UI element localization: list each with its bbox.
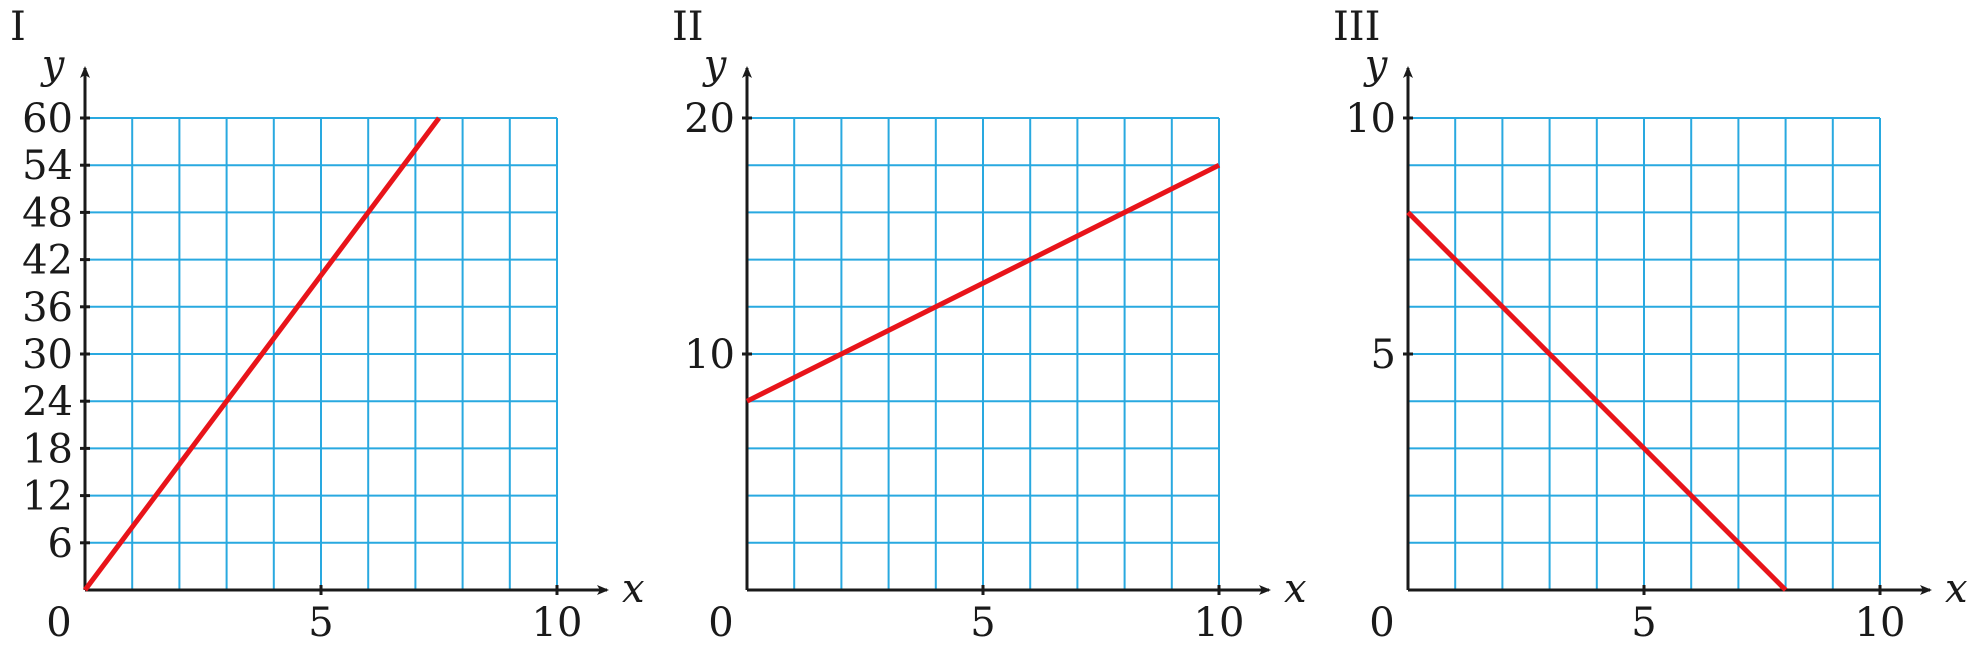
x-axis-title: x xyxy=(622,566,645,612)
x-tick-label: 5 xyxy=(1631,600,1656,646)
y-tick-label: 24 xyxy=(22,379,73,425)
series-line xyxy=(745,162,1221,404)
y-tick-label: 42 xyxy=(22,238,73,284)
x-tick-label: 10 xyxy=(532,600,583,646)
panel-label: II xyxy=(672,4,704,50)
grid xyxy=(1408,117,1881,590)
x-tick-label: 10 xyxy=(1855,600,1906,646)
y-axis-title: y xyxy=(40,42,66,88)
y-tick-label: 48 xyxy=(22,190,73,236)
y-tick-label: 54 xyxy=(22,143,73,189)
y-tick-label: 10 xyxy=(1345,96,1396,142)
y-tick-label: 18 xyxy=(22,426,73,472)
y-tick-label: 60 xyxy=(22,96,73,142)
y-axis-title: y xyxy=(1363,42,1389,88)
y-tick-label: 10 xyxy=(684,332,735,378)
origin-label: 0 xyxy=(1369,600,1394,646)
panel-label: III xyxy=(1333,4,1380,50)
series-line xyxy=(83,116,441,592)
y-tick-label: 20 xyxy=(684,96,735,142)
grid xyxy=(85,117,558,590)
y-tick-label: 30 xyxy=(22,332,73,378)
y-axis-title: y xyxy=(702,42,728,88)
grid xyxy=(747,117,1220,590)
y-tick-label: 5 xyxy=(1371,332,1396,378)
x-tick-label: 5 xyxy=(970,600,995,646)
x-tick-label: 5 xyxy=(308,600,333,646)
y-tick-label: 36 xyxy=(22,285,73,331)
series-line xyxy=(1406,210,1788,592)
x-axis-title: x xyxy=(1284,566,1307,612)
panel-label: I xyxy=(10,4,26,50)
origin-label: 0 xyxy=(708,600,733,646)
x-tick-label: 10 xyxy=(1194,600,1245,646)
chart-panel-2: 5 10 10 20 0 x yII xyxy=(672,4,1307,646)
y-tick-label: 6 xyxy=(48,521,73,567)
x-axis-title: x xyxy=(1945,566,1968,612)
origin-label: 0 xyxy=(46,600,71,646)
y-tick-label: 12 xyxy=(22,474,73,520)
